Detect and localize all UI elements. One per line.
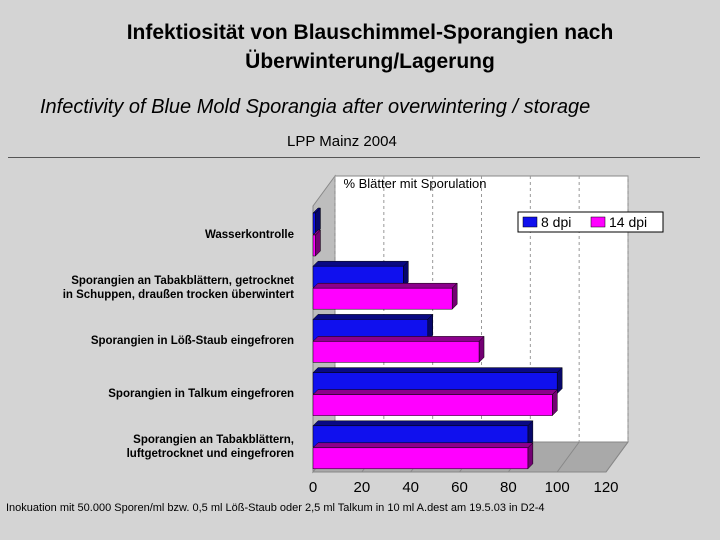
bar-top (312, 367, 563, 373)
x-tick-label: 80 (500, 479, 517, 496)
legend-swatch (590, 216, 606, 228)
bar-side (451, 282, 458, 310)
bar-top (312, 260, 409, 267)
x-tick-label: 120 (593, 479, 618, 496)
category-label: Sporangien in Talkum eingefroren (10, 387, 294, 401)
bar-side (315, 229, 321, 257)
category-label-line: Sporangien in Löß-Staub eingefroren (90, 335, 294, 347)
bar-side (556, 366, 563, 395)
category-label: Sporangien an Tabakblättern, luftgetrockn… (10, 433, 294, 461)
category-label-line: Wasserkontrolle (204, 228, 294, 241)
x-tick-label: 60 (451, 479, 468, 496)
slide-title-german: Infektiosität von Blauschimmel-Sporangie… (0, 18, 720, 76)
bar-top (312, 282, 458, 289)
bar-top (312, 389, 558, 395)
bar-side (527, 442, 534, 470)
bar-8-dpi-0 (312, 212, 316, 235)
bar-14-dpi-2 (312, 341, 480, 363)
bar-top (312, 420, 534, 427)
bar-14-dpi-1 (312, 287, 453, 310)
legend-box (517, 211, 664, 233)
bar-14-dpi-4 (312, 447, 529, 470)
category-label: Sporangien an Tabakblättern, getrocknet i… (10, 274, 294, 302)
category-label: Sporangien in Löß-Staub eingefroren (10, 334, 294, 348)
floor-gridline (605, 441, 629, 473)
x-tick-label: 20 (353, 479, 370, 496)
slide-subtitle: LPP Mainz 2004 (287, 133, 397, 150)
legend-swatch (522, 216, 538, 228)
legend-label: 8 dpi (541, 214, 571, 230)
bar-top (312, 336, 485, 342)
bar-14-dpi-0 (312, 234, 316, 257)
category-label-line: luftgetrocknet und eingefroren (126, 448, 294, 461)
category-label-line: Sporangien in Talkum eingefroren (108, 388, 294, 401)
title-de-text: Infektiosität von Blauschimmel-Sporangie… (126, 21, 614, 73)
category-label-line: Sporangien an Tabakblättern, (133, 434, 294, 447)
bar-side (552, 388, 558, 417)
category-label-line: in Schuppen, draußen trocken überwintert (62, 288, 294, 301)
slide-title-english: Infectivity of Blue Mold Sporangia after… (40, 96, 591, 118)
bar-14-dpi-3 (312, 394, 553, 416)
legend-label: 14 dpi (609, 214, 647, 230)
category-label: Wasserkontrolle (10, 228, 294, 242)
floor-gridline (556, 441, 580, 473)
x-tick-label: 100 (545, 479, 570, 496)
chart-title: % Blätter mit Sporulation (343, 176, 486, 191)
category-label-line: Sporangien an Tabakblättern, getrocknet (71, 274, 294, 287)
divider-line (8, 157, 700, 158)
x-tick-label: 0 (309, 479, 317, 496)
bar-top (312, 442, 534, 449)
bar-side (478, 335, 485, 364)
x-tick-label: 40 (402, 479, 419, 496)
footnote: Inokuation mit 50.000 Sporen/ml bzw. 0,5… (6, 502, 545, 514)
bar-top (312, 314, 434, 320)
